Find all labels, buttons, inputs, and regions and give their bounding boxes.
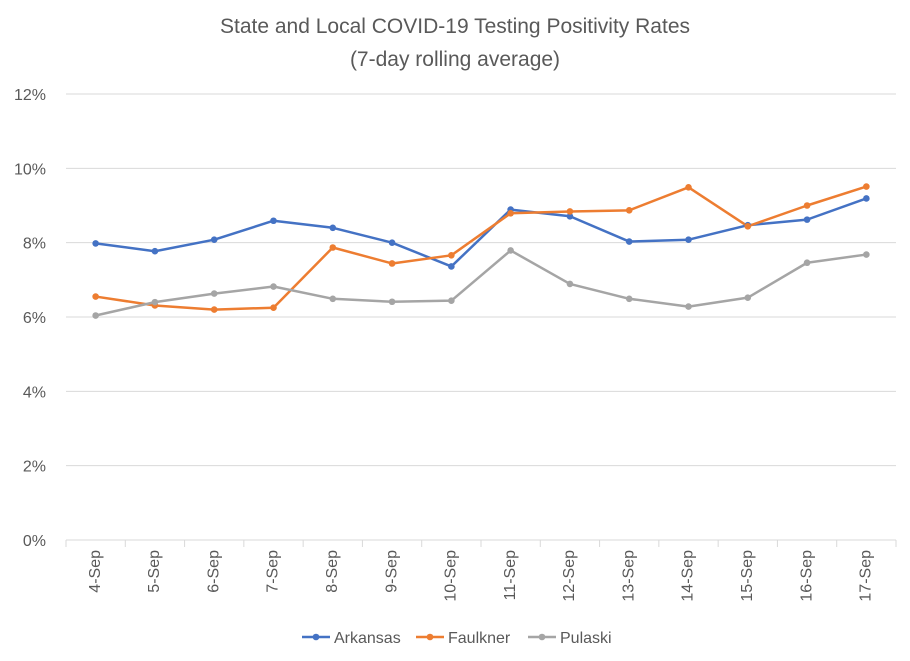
data-point-arkansas — [566, 212, 574, 220]
chart-subtitle: (7-day rolling average) — [350, 48, 560, 71]
y-tick-label: 8% — [23, 236, 46, 253]
data-point-pulaski — [566, 280, 574, 288]
x-tick-label: 5-Sep — [146, 550, 163, 593]
legend-label: Faulkner — [448, 630, 511, 647]
data-point-arkansas — [863, 195, 870, 202]
data-point-pulaski — [210, 290, 218, 297]
x-tick-label: 10-Sep — [443, 550, 460, 602]
y-tick-label: 4% — [23, 384, 46, 401]
x-tick-label: 17-Sep — [858, 550, 875, 602]
legend-item-arkansas: Arkansas — [302, 630, 401, 647]
data-point-arkansas — [625, 238, 633, 245]
data-point-faulkner — [566, 208, 574, 215]
data-point-faulkner — [329, 244, 337, 251]
data-point-faulkner — [210, 306, 218, 313]
data-point-faulkner — [448, 252, 455, 259]
data-point-faulkner — [388, 260, 396, 267]
x-tick-label: 7-Sep — [265, 550, 282, 593]
legend-swatch-marker — [426, 633, 434, 641]
data-point-arkansas — [151, 247, 159, 255]
data-point-faulkner — [744, 223, 752, 230]
data-point-faulkner — [270, 304, 277, 312]
chart-title: State and Local COVID-19 Testing Positiv… — [220, 15, 690, 38]
data-point-pulaski — [270, 283, 277, 290]
data-point-pulaski — [685, 303, 692, 310]
x-tick-label: 12-Sep — [561, 550, 578, 602]
data-point-arkansas — [92, 240, 99, 247]
data-point-pulaski — [744, 294, 752, 301]
x-axis-ticks: 4-Sep 5-Sep 6-Sep 7-Sep 8-Sep 9-Sep 10-Sep 11-S… — [65, 540, 897, 602]
legend: Arkansas Faulkner Pulaski — [302, 630, 612, 647]
y-tick-label: 0% — [23, 533, 46, 550]
x-tick-label: 15-Sep — [739, 550, 756, 602]
data-point-pulaski — [507, 247, 514, 254]
x-tick-label: 6-Sep — [205, 550, 222, 593]
legend-label: Pulaski — [560, 630, 612, 647]
data-point-pulaski — [151, 298, 159, 306]
data-point-arkansas — [803, 216, 811, 223]
x-tick-label: 16-Sep — [798, 550, 815, 602]
x-tick-label: 4-Sep — [87, 550, 104, 593]
data-point-pulaski — [448, 297, 455, 304]
data-point-arkansas — [270, 217, 277, 225]
data-point-arkansas — [448, 263, 455, 270]
legend-label: Arkansas — [334, 630, 401, 647]
data-point-faulkner — [863, 183, 870, 190]
data-point-arkansas — [388, 239, 396, 246]
y-tick-label: 2% — [23, 459, 46, 476]
x-tick-label: 13-Sep — [620, 550, 637, 602]
legend-swatch-marker — [312, 633, 320, 641]
data-point-faulkner — [507, 210, 514, 217]
data-point-faulkner — [625, 207, 633, 214]
gridlines — [66, 93, 896, 541]
data-point-pulaski — [388, 298, 396, 306]
data-point-pulaski — [803, 259, 811, 267]
data-point-pulaski — [863, 251, 870, 258]
legend-item-faulkner: Faulkner — [416, 630, 511, 647]
data-point-faulkner — [803, 202, 811, 209]
x-tick-label: 9-Sep — [383, 550, 400, 593]
series-line-pulaski — [95, 249, 867, 317]
legend-item-pulaski: Pulaski — [528, 630, 612, 647]
x-tick-label: 11-Sep — [502, 550, 519, 601]
legend-swatch-marker — [538, 633, 546, 641]
x-tick-label: 8-Sep — [324, 550, 341, 593]
series-line-arkansas — [95, 197, 867, 268]
y-tick-label: 12% — [14, 87, 46, 104]
y-tick-label: 6% — [23, 310, 46, 327]
series-group — [92, 183, 870, 319]
data-point-pulaski — [625, 295, 633, 303]
y-axis-ticks: 0% 2% 4% 6% 8% 10% 12% — [14, 87, 46, 550]
data-point-faulkner — [685, 183, 692, 191]
data-point-arkansas — [210, 236, 218, 243]
data-point-arkansas — [685, 236, 692, 243]
data-point-pulaski — [92, 312, 99, 319]
data-point-arkansas — [329, 224, 337, 232]
data-point-faulkner — [92, 293, 99, 300]
y-tick-label: 10% — [14, 161, 46, 178]
x-tick-label: 14-Sep — [680, 550, 697, 602]
series-line-faulkner — [95, 185, 867, 311]
data-point-pulaski — [329, 295, 337, 303]
